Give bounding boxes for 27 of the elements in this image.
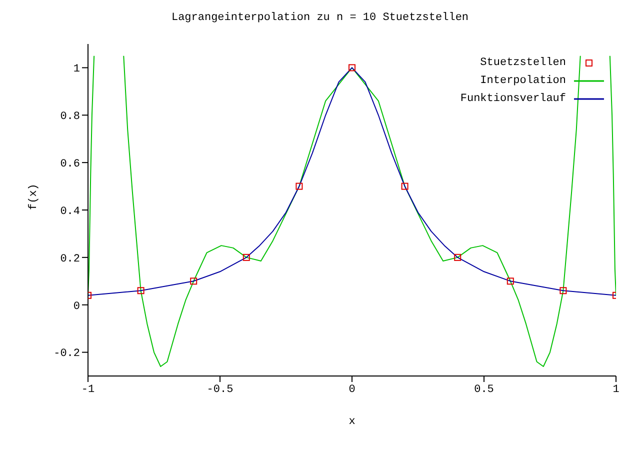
point xyxy=(137,287,144,294)
point xyxy=(348,64,356,72)
y-tick-label: 1 xyxy=(73,64,80,76)
point xyxy=(242,254,250,261)
point xyxy=(190,278,198,285)
y-tick-label: -0.2 xyxy=(54,348,80,360)
point xyxy=(401,182,408,190)
y-tick-label: 0.4 xyxy=(60,206,80,218)
legend-label: Interpolation xyxy=(480,74,566,89)
x-tick-label: 0.5 xyxy=(474,384,494,396)
y-tick-label: 0.8 xyxy=(60,111,80,124)
point xyxy=(560,287,567,294)
legend-label: Stuetzstellen xyxy=(480,56,566,71)
x-tick-label: 0 xyxy=(348,384,356,396)
x-tick-label: -1 xyxy=(81,384,95,396)
x-tick-label: -0.5 xyxy=(206,384,234,396)
x-tick-label: 1 xyxy=(612,384,620,396)
point xyxy=(296,182,303,190)
y-tick-label: 0.2 xyxy=(60,253,80,266)
point xyxy=(506,278,514,285)
y-axis-title: f(x) xyxy=(28,184,40,210)
legend-label: Funktionsverlauf xyxy=(460,92,566,107)
y-tick-label: 0.6 xyxy=(60,158,80,170)
point xyxy=(454,254,462,261)
chart-title: Lagrangeinterpolation zu n = 10 Stuetzstellen xyxy=(170,12,470,24)
y-tick-label: 0 xyxy=(73,300,80,313)
x-axis-title: x xyxy=(348,416,356,428)
